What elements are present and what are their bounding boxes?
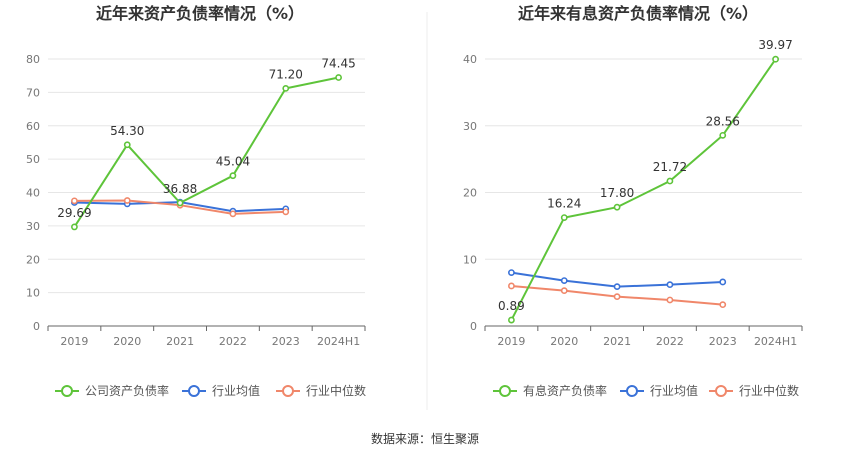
x-tick-label: 2021 [603,335,631,348]
data-point [613,283,621,291]
data-point [229,210,237,218]
data-point [613,293,621,301]
legend-swatch-marker [715,385,727,397]
data-label: 0.89 [498,299,525,313]
y-tick-label: 80 [26,53,40,66]
legend-item[interactable]: 行业中位数 [276,383,366,398]
source-note: 数据来源：恒生聚源 [371,431,479,446]
data-point [560,214,568,221]
y-tick-label: 50 [26,153,40,166]
y-tick-label: 40 [463,53,477,66]
data-point [282,84,290,92]
data-point [666,296,674,304]
x-tick-label: 2019 [60,335,88,348]
x-tick-label: 2022 [219,335,247,348]
legend-item[interactable]: 行业均值 [182,383,260,398]
series-line-company [510,58,777,321]
data-point [560,287,568,295]
data-label: 39.97 [758,38,792,52]
chart-title-right: 近年来有息资产负债率情况（%） [518,4,758,23]
data-label: 16.24 [547,197,581,211]
legend-item[interactable]: 有息资产负债率 [493,383,607,398]
data-point [560,277,568,285]
y-tick-label: 10 [463,253,477,266]
data-point [719,301,727,309]
data-point [123,197,131,204]
legend-item[interactable]: 行业中位数 [709,383,799,398]
chart-title-left: 近年来资产负债率情况（%） [96,4,304,23]
legend-label: 有息资产负债率 [523,383,607,398]
legend-label: 行业均值 [212,383,260,398]
legend-swatch-marker [282,385,294,397]
data-point [71,197,78,205]
data-label: 28.56 [706,114,740,128]
chart-panel-left: 近年来资产负债率情况（%） 0 10 20 30 40 50 60 70 80 2019 2020 20… [26,4,366,398]
legend-item[interactable]: 行业均值 [620,383,698,398]
data-point [282,208,290,216]
data-point [508,269,515,276]
x-tick-label: 2023 [272,335,300,348]
data-label: 71.20 [269,67,303,81]
x-tick-label: 2020 [550,335,578,348]
y-tick-label: 30 [26,220,40,233]
data-label: 45.04 [216,155,250,169]
data-point [666,281,674,289]
legend-item[interactable]: 公司资产负债率 [55,383,169,398]
x-tick-label: 2019 [497,335,525,348]
data-label: 17.80 [600,186,634,200]
x-tick-label: 2023 [709,335,737,348]
data-point [613,203,621,211]
data-label: 21.72 [653,160,687,174]
data-point [772,55,779,63]
data-point [229,172,237,180]
y-tick-label: 0 [33,320,40,333]
y-tick-label: 10 [26,287,40,300]
legend-label: 公司资产负债率 [85,383,169,398]
x-tick-label: 2020 [113,335,141,348]
x-tick-label: 2024H1 [754,335,797,348]
y-tick-label: 20 [463,187,477,200]
y-tick-label: 20 [26,253,40,266]
y-tick-label: 0 [470,320,477,333]
legend-swatch-marker [499,385,511,397]
series-line-company [73,76,339,228]
data-point [719,278,727,286]
legend-label: 行业中位数 [306,383,366,398]
legend-swatch-marker [188,385,200,397]
data-label: 54.30 [110,124,144,138]
chart-panel-right: 近年来有息资产负债率情况（%） 0 10 20 30 40 2019 2020 2021 2022… [463,4,803,398]
data-point [719,131,727,139]
x-tick-label: 2024H1 [317,335,360,348]
y-tick-label: 40 [26,187,40,200]
data-label: 74.45 [321,57,355,71]
data-point [508,282,515,290]
y-tick-label: 60 [26,120,40,133]
y-tick-label: 30 [463,120,477,133]
data-point [176,199,184,207]
legend-swatch-marker [61,385,73,397]
x-tick-label: 2022 [656,335,684,348]
data-point [71,223,78,231]
y-tick-label: 70 [26,86,40,99]
data-label: 29.69 [57,206,91,220]
legend-label: 行业中位数 [739,383,799,398]
legend-label: 行业均值 [650,383,698,398]
data-label: 36.88 [163,182,197,196]
data-point [508,316,515,324]
x-tick-label: 2021 [166,335,194,348]
data-point [123,141,131,149]
data-point [666,177,674,185]
legend-swatch-marker [626,385,638,397]
data-point [335,74,342,81]
